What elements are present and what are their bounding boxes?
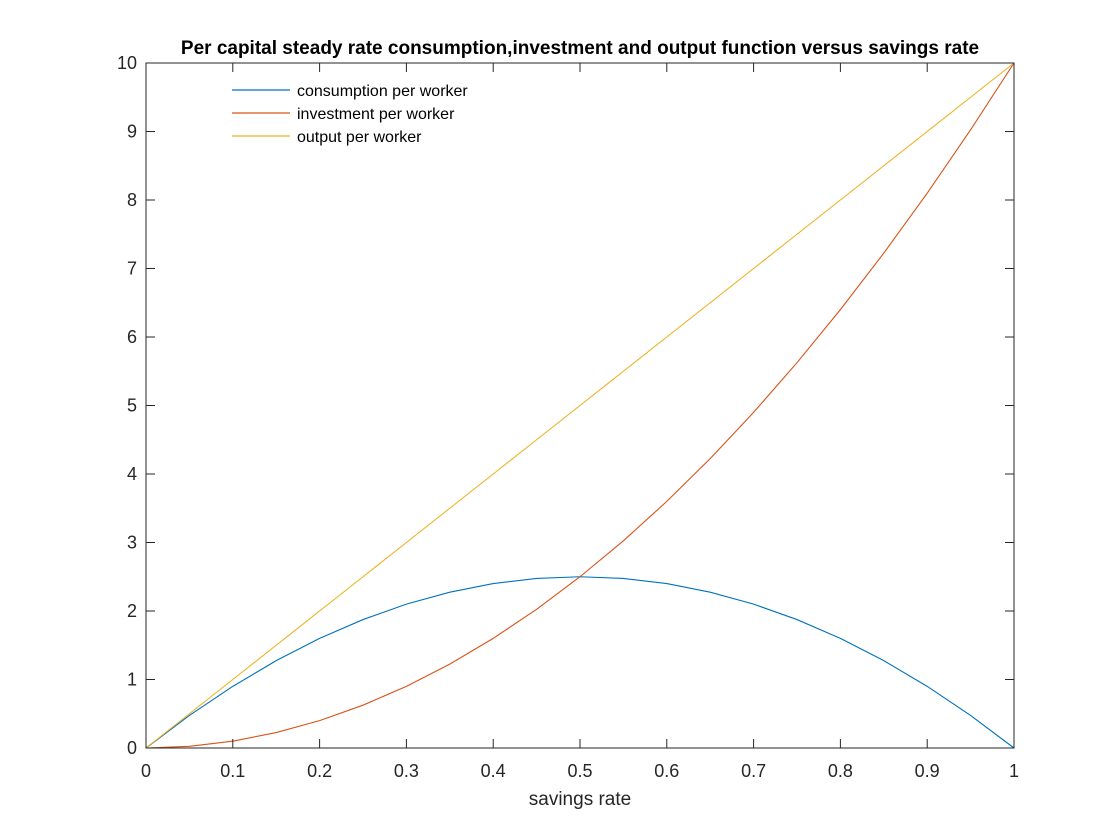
y-tick-label: 6 [127,327,137,347]
y-tick-label: 10 [117,53,137,73]
x-axis-label: savings rate [529,789,631,810]
y-tick-label: 7 [127,259,137,279]
y-tick-label: 4 [127,464,137,484]
x-tick-label: 0.1 [220,761,245,781]
x-tick-label: 0.8 [828,761,853,781]
y-tick-label: 9 [127,122,137,142]
legend-label-0: consumption per worker [297,83,468,100]
x-tick-label: 0.9 [915,761,940,781]
y-tick-label: 3 [127,533,137,553]
x-tick-label: 0.5 [567,761,592,781]
x-tick-label: 0.3 [394,761,419,781]
chart-title: Per capital steady rate consumption,inve… [181,38,979,59]
x-tick-label: 0.6 [654,761,679,781]
ticks-layer: 0 0.1 0.2 0.3 0.4 0.5 0.6 0.7 0.8 0.9 101234567891… [117,53,1019,781]
x-tick-label: 0.2 [307,761,332,781]
series-line-2 [145,62,1015,749]
legend: consumption per worker investment per wor… [232,83,468,146]
y-tick-label: 8 [127,190,137,210]
y-tick-label: 0 [127,738,137,758]
x-tick-label: 1 [1009,761,1019,781]
y-tick-label: 5 [127,396,137,416]
legend-label-2: output per worker [297,129,422,146]
x-tick-label: 0.4 [481,761,506,781]
series-line-0 [145,576,1015,749]
x-tick-label: 0.7 [741,761,766,781]
x-tick-label: 0 [141,761,151,781]
y-tick-label: 2 [127,601,137,621]
series-line-1 [145,62,1015,749]
y-tick-label: 1 [127,670,137,690]
series-layer [145,62,1015,749]
legend-label-1: investment per worker [297,106,455,123]
